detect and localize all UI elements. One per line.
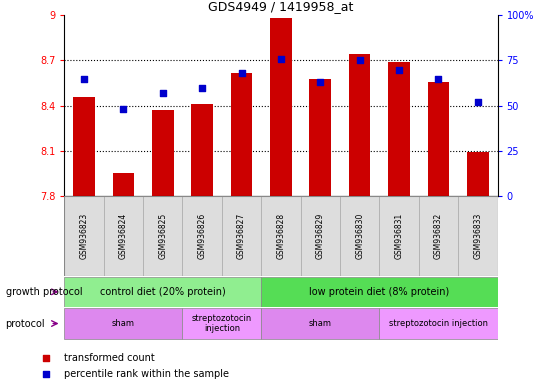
Bar	[222, 196, 261, 276]
Point	[316, 79, 325, 85]
Bar	[103, 196, 143, 276]
Text: GSM936830: GSM936830	[355, 213, 364, 259]
Bar	[64, 277, 261, 306]
Bar	[231, 73, 252, 196]
Point	[277, 56, 286, 62]
Point	[158, 90, 167, 96]
Bar	[428, 81, 449, 196]
Point	[119, 106, 128, 112]
Text: sham: sham	[309, 319, 332, 328]
Text: control diet (20% protein): control diet (20% protein)	[100, 287, 226, 297]
Bar	[191, 104, 213, 196]
Bar	[143, 196, 182, 276]
Point	[237, 70, 246, 76]
Text: GSM936824: GSM936824	[119, 213, 128, 259]
Text: streptozotocin
injection: streptozotocin injection	[192, 314, 252, 333]
Bar	[388, 62, 410, 196]
Bar	[182, 196, 222, 276]
Bar	[64, 196, 103, 276]
Bar	[152, 110, 174, 196]
Text: GSM936827: GSM936827	[237, 213, 246, 259]
Bar	[380, 308, 498, 339]
Title: GDS4949 / 1419958_at: GDS4949 / 1419958_at	[208, 0, 354, 13]
Bar	[458, 196, 498, 276]
Bar	[182, 308, 261, 339]
Point	[355, 57, 364, 63]
Bar	[261, 196, 301, 276]
Point	[395, 66, 404, 73]
Text: GSM936829: GSM936829	[316, 213, 325, 259]
Point	[198, 84, 207, 91]
Bar	[349, 55, 371, 196]
Text: low protein diet (8% protein): low protein diet (8% protein)	[309, 287, 449, 297]
Point	[41, 371, 50, 377]
Text: GSM936832: GSM936832	[434, 213, 443, 259]
Text: GSM936831: GSM936831	[395, 213, 404, 259]
Point	[41, 355, 50, 361]
Text: transformed count: transformed count	[64, 353, 155, 363]
Bar	[310, 78, 331, 196]
Bar	[340, 196, 380, 276]
Bar	[112, 173, 134, 196]
Bar	[261, 308, 380, 339]
Point	[473, 99, 482, 105]
Text: GSM936833: GSM936833	[473, 213, 482, 259]
Text: GSM936826: GSM936826	[198, 213, 207, 259]
Bar	[270, 18, 292, 196]
Text: growth protocol: growth protocol	[6, 287, 82, 297]
Bar	[301, 196, 340, 276]
Bar	[261, 277, 498, 306]
Text: GSM936825: GSM936825	[158, 213, 167, 259]
Text: GSM936828: GSM936828	[276, 213, 286, 259]
Text: protocol: protocol	[6, 318, 45, 329]
Point	[434, 75, 443, 81]
Bar	[64, 308, 182, 339]
Text: sham: sham	[112, 319, 135, 328]
Bar	[73, 96, 95, 196]
Point	[79, 75, 88, 81]
Bar	[380, 196, 419, 276]
Text: streptozotocin injection: streptozotocin injection	[389, 319, 488, 328]
Text: GSM936823: GSM936823	[79, 213, 88, 259]
Text: percentile rank within the sample: percentile rank within the sample	[64, 369, 229, 379]
Bar	[419, 196, 458, 276]
Bar	[467, 152, 489, 196]
